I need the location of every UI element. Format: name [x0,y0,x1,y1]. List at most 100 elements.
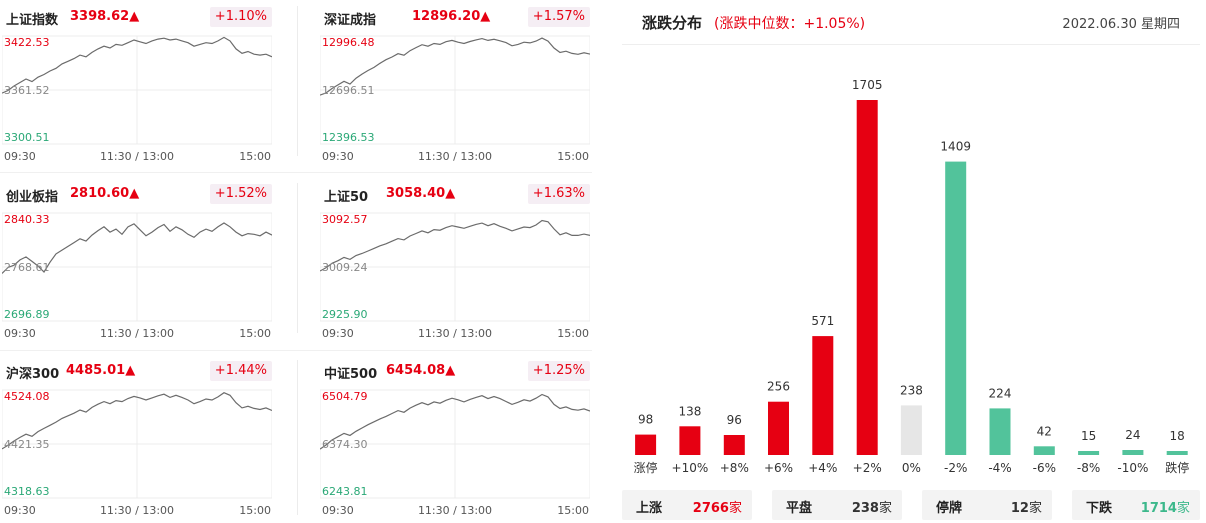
intraday-line-chart: 2840.33 2768.61 2696.89 09:30 11:30 / 13:00 1… [2,212,272,339]
x-tick-time: 09:30 [322,150,354,162]
index-change-badge: +1.10% [209,7,272,27]
bar-category-label: -6% [1033,461,1056,475]
index-change-badge: +1.63% [527,184,590,204]
stat-fall-value: 1714家 [1140,501,1190,516]
x-tick-time: 15:00 [239,327,271,339]
bar-category-label: -4% [988,461,1011,475]
bar-category-label: 跌停 [1165,460,1189,475]
y-tick-low: 3300.51 [4,131,50,144]
bar-value-label: 138 [678,404,701,418]
x-tick-time: 15:00 [239,150,271,162]
index-price: 4485.01▲ [66,363,136,378]
y-tick-low: 4318.63 [4,485,50,498]
x-tick-time: 09:30 [322,327,354,339]
x-tick-time: 15:00 [239,504,271,516]
bar-category-label: -10% [1117,461,1148,475]
column-divider [297,360,298,515]
x-tick-time: 11:30 / 13:00 [100,504,174,516]
chart-grid [2,389,272,499]
index-card[interactable]: 上证50 3058.40▲ +1.63% 3092.57 3009.24 2925.90 0… [320,183,590,348]
index-card-header: 深证成指 12896.20▲ +1.57% [320,6,590,28]
bar-value-label: 15 [1081,429,1096,443]
y-tick-low: 12396.53 [322,131,375,144]
distribution-bar-chart: 98 涨停 138 +10% 96 +8% 256 +6% 571 +4% 1705 +2% 238 0%… [634,78,1190,475]
intraday-line-chart: 6504.79 6374.30 6243.81 09:30 11:30 / 13:00 1… [320,389,590,516]
bar-value-label: 224 [989,386,1012,400]
up-arrow-icon: ▲ [480,9,491,24]
distribution-bar[interactable] [723,435,745,455]
index-change-badge: +1.52% [209,184,272,204]
distribution-bar[interactable] [812,336,834,455]
header-divider [622,44,1200,45]
index-name[interactable]: 中证500 [324,367,378,382]
index-change-badge: +1.25% [527,361,590,381]
column-divider [297,183,298,333]
x-tick-time: 15:00 [557,150,589,162]
intraday-line-chart: 3092.57 3009.24 2925.90 09:30 11:30 / 13:00 1… [320,212,590,339]
index-price: 12896.20▲ [412,9,491,24]
stat-rise-value: 2766家 [692,501,742,516]
stat-rise: 上涨 2766家 [622,490,752,520]
price-line [320,37,590,96]
stat-suspended-value: 12家 [1010,501,1042,516]
index-card[interactable]: 上证指数 3398.62▲ +1.10% 3422.53 3361.52 3300.51 0… [2,6,272,171]
distribution-bar[interactable] [679,426,701,455]
index-price: 3398.62▲ [70,9,140,24]
bar-value-label: 571 [811,314,834,328]
distribution-bar[interactable] [900,405,922,455]
y-tick-high: 3092.57 [322,213,368,226]
chart-grid [320,212,590,322]
bar-category-label: +10% [672,461,709,475]
stat-fall-label: 下跌 [1086,501,1113,516]
stat-flat: 平盘 238家 [772,490,902,520]
y-tick-mid: 4421.35 [4,438,50,451]
distribution-bar[interactable] [1078,451,1100,455]
intraday-line-chart: 4524.08 4421.35 4318.63 09:30 11:30 / 13:00 1… [2,389,272,516]
index-change-badge: +1.57% [527,7,590,27]
distribution-bar[interactable] [1033,446,1055,455]
bar-category-label: +8% [720,461,749,475]
distribution-bar[interactable] [1122,450,1144,455]
y-tick-low: 2696.89 [4,308,50,321]
index-name[interactable]: 创业板指 [6,190,59,205]
index-name[interactable]: 上证指数 [6,13,59,28]
index-card[interactable]: 中证500 6454.08▲ +1.25% 6504.79 6374.30 6243.81… [320,360,590,523]
bar-category-label: -2% [944,461,967,475]
index-card[interactable]: 深证成指 12896.20▲ +1.57% 12996.48 12696.51 12396… [320,6,590,171]
index-card[interactable]: 沪深300 4485.01▲ +1.44% 4524.08 4421.35 4318.63… [2,360,272,523]
bar-value-label: 256 [767,380,790,394]
row-divider [0,172,592,173]
index-name[interactable]: 深证成指 [324,13,377,28]
bar-value-label: 1409 [940,140,971,154]
distribution-bar[interactable] [635,434,657,455]
distribution-bar[interactable] [856,100,878,455]
bar-value-label: 24 [1125,428,1140,442]
up-arrow-icon: ▲ [125,363,136,378]
index-name[interactable]: 上证50 [324,190,369,205]
bar-value-label: 98 [638,413,653,427]
distribution-bar[interactable] [945,161,967,455]
x-tick-time: 09:30 [4,150,36,162]
up-arrow-icon: ▲ [129,186,140,201]
index-card-header: 上证50 3058.40▲ +1.63% [320,183,590,205]
distribution-bar[interactable] [989,408,1011,455]
y-tick-high: 12996.48 [322,36,375,49]
bar-value-label: 238 [900,383,923,397]
distribution-bar[interactable] [1166,451,1188,455]
y-tick-low: 2925.90 [322,308,368,321]
stat-suspended-label: 停牌 [936,501,963,516]
median-change-label: (涨跌中位数：+1.05%) [714,16,866,32]
distribution-bar[interactable] [768,401,789,455]
index-name[interactable]: 沪深300 [6,367,60,382]
intraday-line-chart: 12996.48 12696.51 12396.53 09:30 11:30 / 13:… [320,35,590,162]
bar-value-label: 96 [727,413,742,427]
price-line [2,36,272,94]
price-line [320,219,590,272]
distribution-title: 涨跌分布 [642,14,703,32]
x-tick-time: 09:30 [4,504,36,516]
index-card[interactable]: 创业板指 2810.60▲ +1.52% 2840.33 2768.61 2696.89 0… [2,183,272,348]
y-tick-high: 6504.79 [322,390,368,403]
price-line [2,392,272,450]
bar-category-label: +6% [764,461,793,475]
price-line [320,393,590,450]
